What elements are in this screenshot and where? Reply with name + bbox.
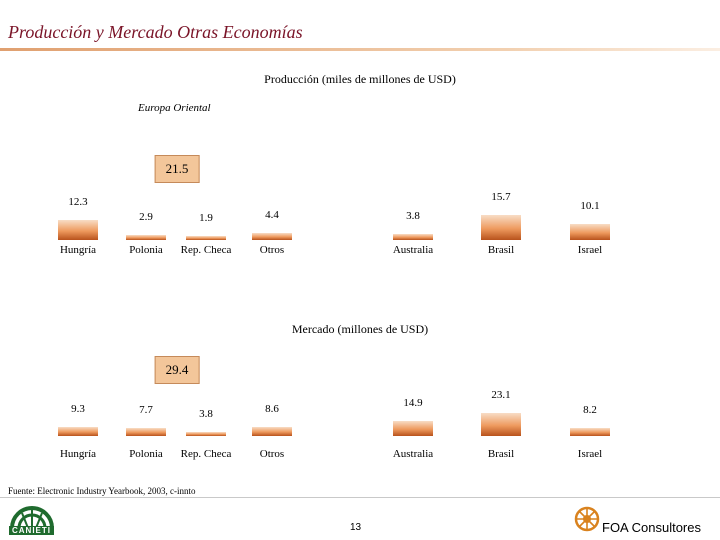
market-category-otros: Otros <box>259 448 285 460</box>
market-value-australia: 14.9 <box>403 397 423 410</box>
production-category-otros: Otros <box>259 244 285 256</box>
production-value-polonia: 2.9 <box>139 211 153 224</box>
canieti-logo <box>10 506 54 529</box>
production-value-australia: 3.8 <box>406 209 420 222</box>
market-category-hungria: Hungría <box>59 448 97 460</box>
market-value-hungria: 9.3 <box>71 402 85 415</box>
production-bar-australia <box>393 233 433 240</box>
market-bar-polonia <box>126 428 166 436</box>
market-category-rep-checa: Rep. Checa <box>180 448 232 460</box>
canieti-logo-text: CANIETI <box>9 526 54 535</box>
market-bar-otros <box>252 427 292 436</box>
production-value-rep-checa: 1.9 <box>199 212 213 224</box>
market-bar-brasil <box>481 412 521 436</box>
market-value-brasil: 23.1 <box>491 388 511 401</box>
market-bar-hungria <box>58 426 98 436</box>
market-category-polonia: Polonia <box>129 448 163 460</box>
production-category-rep-checa: Rep. Checa <box>180 244 232 256</box>
market-value-otros: 8.6 <box>265 403 279 416</box>
source-note: Fuente: Electronic Industry Yearbook, 20… <box>8 486 196 496</box>
production-category-australia: Australia <box>392 244 434 256</box>
production-category-brasil: Brasil <box>487 244 515 256</box>
market-value-polonia: 7.7 <box>139 404 153 417</box>
production-value-brasil: 15.7 <box>491 190 511 203</box>
production-value-otros: 4.4 <box>265 208 279 221</box>
page-number: 13 <box>350 522 362 533</box>
slide-title: Producción y Mercado Otras Economías <box>8 22 303 42</box>
market-chart-title: Mercado (millones de USD) <box>291 322 429 336</box>
production-bar-hungria <box>58 220 98 240</box>
production-category-israel: Israel <box>577 244 603 256</box>
production-category-hungria: Hungría <box>59 244 97 256</box>
footer-rule <box>0 497 720 498</box>
market-value-israel: 8.2 <box>583 403 597 416</box>
europa-oriental-label: Europa Oriental <box>138 102 211 114</box>
production-europe-total: 21.5 <box>154 155 200 183</box>
production-chart-title: Producción (miles de millones de USD) <box>264 72 456 86</box>
production-bar-otros <box>252 232 292 240</box>
market-bar-israel <box>570 427 610 436</box>
market-value-rep-checa: 3.8 <box>199 408 213 420</box>
market-bar-rep-checa <box>186 432 226 436</box>
production-bar-israel <box>570 223 610 240</box>
market-category-brasil: Brasil <box>487 448 515 460</box>
production-bar-rep-checa <box>186 236 226 240</box>
market-europe-total: 29.4 <box>154 356 200 384</box>
market-category-australia: Australia <box>392 448 434 460</box>
production-value-hungria: 12.3 <box>68 196 88 209</box>
market-category-israel: Israel <box>577 448 603 460</box>
production-bar-polonia <box>126 235 166 240</box>
foa-consultores-label: FOA Consultores <box>602 520 701 535</box>
production-bar-brasil <box>481 214 521 240</box>
production-value-israel: 10.1 <box>580 199 600 212</box>
foa-logo-icon <box>574 506 600 532</box>
production-category-polonia: Polonia <box>129 244 163 256</box>
market-bar-australia <box>393 421 433 436</box>
title-rule <box>0 48 720 51</box>
